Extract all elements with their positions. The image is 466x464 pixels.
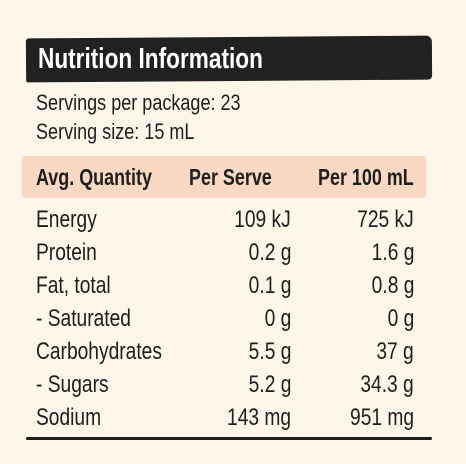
row-nutrient: Protein	[36, 239, 97, 266]
row-nutrient: Energy	[36, 206, 97, 233]
table-row: Protein 0.2 g 1.6 g	[0, 236, 466, 269]
header-per-100ml: Per 100 mL	[318, 164, 414, 190]
row-nutrient: - Sugars	[36, 371, 109, 398]
row-nutrient: - Saturated	[36, 305, 131, 332]
row-per-serve: 5.5 g	[248, 338, 291, 365]
table-header-band	[22, 156, 426, 198]
row-nutrient: Carbohydrates	[36, 338, 162, 365]
row-per-serve: 0.2 g	[248, 239, 291, 266]
row-per-serve: 109 kJ	[234, 206, 291, 233]
row-per-serve: 0 g	[264, 305, 291, 332]
row-per-serve: 143 mg	[226, 404, 291, 431]
row-per-100ml: 34.3 g	[360, 371, 414, 398]
row-per-100ml: 0.8 g	[371, 272, 414, 299]
panel-title: Nutrition Information	[38, 43, 263, 75]
serving-size: Serving size: 15 mL	[36, 119, 195, 144]
row-nutrient: Fat, total	[36, 272, 111, 299]
row-per-100ml: 951 mg	[349, 404, 414, 431]
table-row: Sodium 143 mg 951 mg	[0, 401, 466, 434]
header-avg-quantity: Avg. Quantity	[36, 164, 152, 190]
table-row: Carbohydrates 5.5 g 37 g	[0, 335, 466, 368]
table-row: Energy 109 kJ 725 kJ	[0, 203, 466, 236]
bottom-divider	[26, 437, 432, 440]
header-per-serve: Per Serve	[189, 164, 272, 190]
nutrition-table: Energy 109 kJ 725 kJ Protein 0.2 g 1.6 g…	[0, 203, 466, 434]
table-row: Fat, total 0.1 g 0.8 g	[0, 269, 466, 302]
row-per-serve: 0.1 g	[248, 272, 291, 299]
row-per-100ml: 1.6 g	[371, 239, 414, 266]
row-nutrient: Sodium	[36, 404, 102, 431]
table-row: - Saturated 0 g 0 g	[0, 302, 466, 335]
row-per-100ml: 725 kJ	[357, 206, 414, 233]
table-row: - Sugars 5.2 g 34.3 g	[0, 368, 466, 401]
row-per-100ml: 37 g	[376, 338, 414, 365]
servings-per-package: Servings per package: 23	[36, 90, 241, 115]
row-per-100ml: 0 g	[387, 305, 414, 332]
row-per-serve: 5.2 g	[248, 371, 291, 398]
